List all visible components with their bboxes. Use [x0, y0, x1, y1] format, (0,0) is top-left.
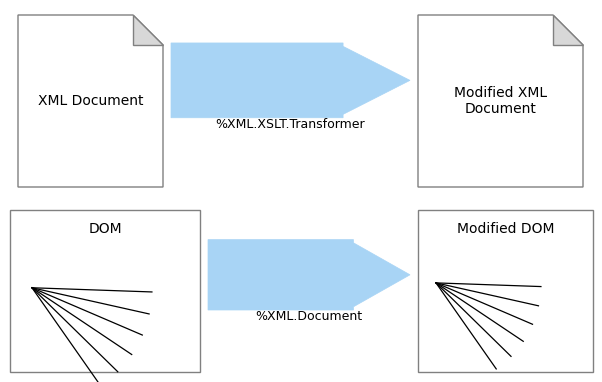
Polygon shape [418, 15, 583, 187]
Polygon shape [133, 15, 163, 45]
Text: %XML.Document: %XML.Document [255, 310, 362, 323]
Bar [418, 210, 593, 372]
Polygon shape [553, 15, 583, 45]
Text: XML Document: XML Document [38, 94, 143, 108]
Polygon shape [18, 15, 163, 187]
Polygon shape [208, 240, 410, 310]
Text: DOM: DOM [88, 222, 122, 236]
Text: Modified DOM: Modified DOM [457, 222, 554, 236]
Bar [10, 210, 200, 372]
Text: Modified XML
Document: Modified XML Document [454, 86, 547, 116]
Polygon shape [171, 43, 410, 118]
Text: %XML.XSLT.Transformer: %XML.XSLT.Transformer [216, 118, 365, 131]
